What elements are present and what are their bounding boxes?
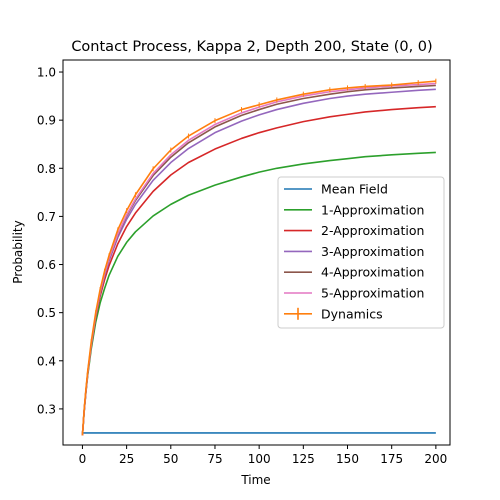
series-line-6 [81,80,436,436]
legend: Mean Field 1-Approximation 2-Approximation… [277,176,445,329]
x-tick-label: 150 [336,452,359,466]
x-axis: 0 25 50 75 100 125 150 175 200 [79,445,447,466]
x-tick-label: 125 [292,452,315,466]
x-tick-label: 25 [119,452,134,466]
x-tick-label: 75 [207,452,222,466]
y-axis-label: Probability [11,220,25,283]
legend-label: 2-Approximation [321,223,424,238]
legend-label: Mean Field [321,182,388,197]
legend-label: 5-Approximation [321,286,424,301]
y-tick-label: 0.4 [37,354,56,368]
y-tick-label: 0.8 [37,162,56,176]
x-tick-label: 175 [380,452,403,466]
y-tick-label: 0.6 [37,258,56,272]
y-tick-label: 0.3 [37,402,56,416]
x-tick-label: 200 [424,452,447,466]
y-tick-label: 0.9 [37,114,56,128]
y-tick-label: 0.7 [37,210,56,224]
x-axis-label: Time [240,473,270,487]
legend-label: Dynamics [321,306,383,321]
legend-box [277,176,445,329]
x-tick-label: 50 [163,452,178,466]
y-tick-label: 1.0 [37,66,56,80]
chart-title: Contact Process, Kappa 2, Depth 200, Sta… [71,39,432,55]
plot-area [62,59,451,446]
legend-label: 3-Approximation [321,244,424,259]
series-layer [81,78,437,436]
y-axis: 0.3 0.4 0.5 0.6 0.7 0.8 0.9 1.0 [37,66,63,416]
x-tick-label: 100 [248,452,271,466]
x-tick-label: 0 [79,452,87,466]
legend-label: 4-Approximation [321,265,424,280]
legend-label: 1-Approximation [321,202,424,217]
y-tick-label: 0.5 [37,306,56,320]
